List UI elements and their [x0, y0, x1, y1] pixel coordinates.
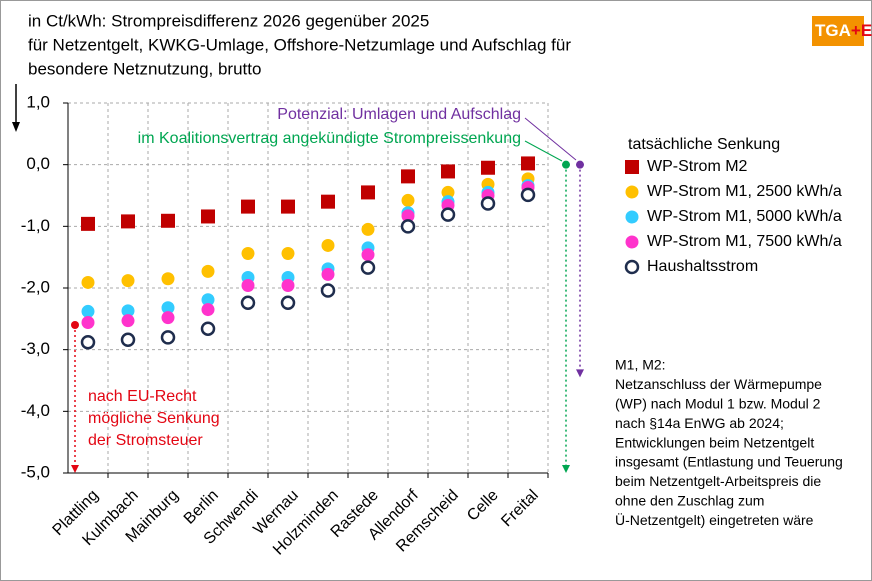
y-tick-label: -4,0	[21, 401, 50, 420]
note-text: Ü-Netzentgelt) eingetreten wäre	[615, 511, 814, 528]
marker-square	[201, 209, 215, 224]
annotation-text: mögliche Senkung	[88, 410, 220, 427]
legend-marker	[625, 235, 639, 249]
note-text: insgesamt (Entlastung und Teuerung	[615, 454, 843, 470]
y-tick-label: -3,0	[21, 339, 50, 358]
axis-arrow-head	[12, 122, 20, 132]
marker-circle	[161, 272, 175, 286]
marker-square	[361, 185, 375, 200]
marker-circle	[121, 314, 135, 328]
marker-ring	[120, 332, 136, 348]
marker-circle	[201, 293, 215, 307]
marker-circle	[321, 267, 335, 281]
marker-circle	[241, 279, 255, 293]
marker-circle	[81, 275, 95, 289]
marker-circle	[361, 222, 375, 236]
marker-circle	[241, 246, 255, 260]
marker-circle	[281, 279, 295, 293]
legend-marker	[624, 259, 640, 275]
marker-circle	[81, 304, 95, 318]
marker-square	[81, 216, 95, 231]
legend-label: Haushaltsstrom	[647, 258, 758, 275]
marker-circle	[201, 264, 215, 278]
marker-circle	[441, 185, 455, 199]
annotation-arrow-head	[562, 465, 570, 473]
legend-title: tatsächliche Senkung	[628, 136, 780, 153]
chart-title: besondere Netznutzung, brutto	[28, 59, 261, 78]
logo-main: TGA	[815, 21, 851, 40]
marker-square	[281, 199, 295, 214]
marker-ring	[320, 283, 336, 298]
marker-square	[161, 213, 175, 228]
chart-title: in Ct/kWh: Strompreisdifferenz 2026 gege…	[28, 11, 429, 30]
y-tick-label: 0,0	[26, 154, 50, 173]
y-tick-label: -2,0	[21, 277, 50, 296]
marker-circle	[81, 316, 95, 330]
y-tick-label: -1,0	[21, 216, 50, 235]
annotation-arrow-head	[71, 465, 79, 473]
marker-ring	[400, 219, 416, 234]
marker-circle	[161, 301, 175, 315]
logo-accent: +E	[851, 21, 872, 40]
legend-marker	[625, 185, 639, 199]
marker-square	[401, 169, 415, 184]
marker-ring	[360, 260, 376, 275]
annotation-leader	[524, 140, 563, 162]
legend-label: WP-Strom M1, 2500 kWh/a	[647, 183, 842, 200]
marker-square	[241, 199, 255, 214]
legend-label: WP-Strom M1, 7500 kWh/a	[647, 233, 842, 250]
legend-marker	[625, 210, 639, 224]
annotation-text: im Koalitionsvertrag angekündigte Stromp…	[138, 130, 521, 147]
marker-circle	[401, 193, 415, 207]
note-text: beim Netzentgelt-Arbeitspreis die	[615, 473, 821, 489]
marker-square	[321, 194, 335, 209]
marker-ring	[520, 187, 536, 203]
marker-ring	[480, 196, 496, 211]
marker-circle	[201, 303, 215, 317]
legend-label: WP-Strom M1, 5000 kWh/a	[647, 208, 842, 225]
marker-circle	[401, 209, 415, 223]
marker-ring	[200, 321, 216, 336]
marker-ring	[160, 330, 176, 345]
note-text: nach §14a EnWG ab 2024;	[615, 415, 784, 431]
y-tick-label: 1,0	[26, 92, 50, 111]
note-text: Entwicklungen beim Netzentgelt	[615, 434, 814, 450]
note-text: M1, M2:	[615, 357, 666, 373]
marker-ring	[240, 295, 256, 311]
marker-circle	[121, 274, 135, 288]
annotation-text: Potenzial: Umlagen und Aufschlag	[277, 106, 521, 123]
note-text: ohne den Zuschlag zum	[615, 493, 764, 509]
marker-square	[521, 156, 535, 171]
marker-circle	[281, 246, 295, 260]
logo-box	[812, 16, 864, 46]
marker-circle	[321, 238, 335, 252]
chart-title: für Netzentgelt, KWKG-Umlage, Offshore-N…	[28, 35, 571, 54]
marker-square	[441, 164, 455, 179]
marker-circle	[121, 304, 135, 318]
marker-square	[481, 160, 495, 175]
note-text: (WP) nach Modul 1 bzw. Modul 2	[615, 396, 821, 412]
annotation-arrow-head	[576, 369, 584, 378]
annotation-text: der Stromsteuer	[88, 432, 203, 449]
marker-ring	[440, 207, 456, 222]
logo: TGA+E	[815, 21, 872, 40]
marker-circle	[161, 311, 175, 325]
annotation-text: nach EU-Recht	[88, 388, 197, 405]
marker-ring	[280, 295, 296, 311]
marker-ring	[80, 335, 96, 350]
y-tick-label: -5,0	[21, 462, 50, 481]
marker-circle	[361, 248, 375, 262]
marker-square	[121, 214, 135, 229]
note-text: Netzanschluss der Wärmepumpe	[615, 376, 822, 392]
legend-label: WP-Strom M2	[647, 158, 748, 175]
legend-marker	[625, 160, 639, 174]
annotation-leader	[524, 117, 577, 161]
